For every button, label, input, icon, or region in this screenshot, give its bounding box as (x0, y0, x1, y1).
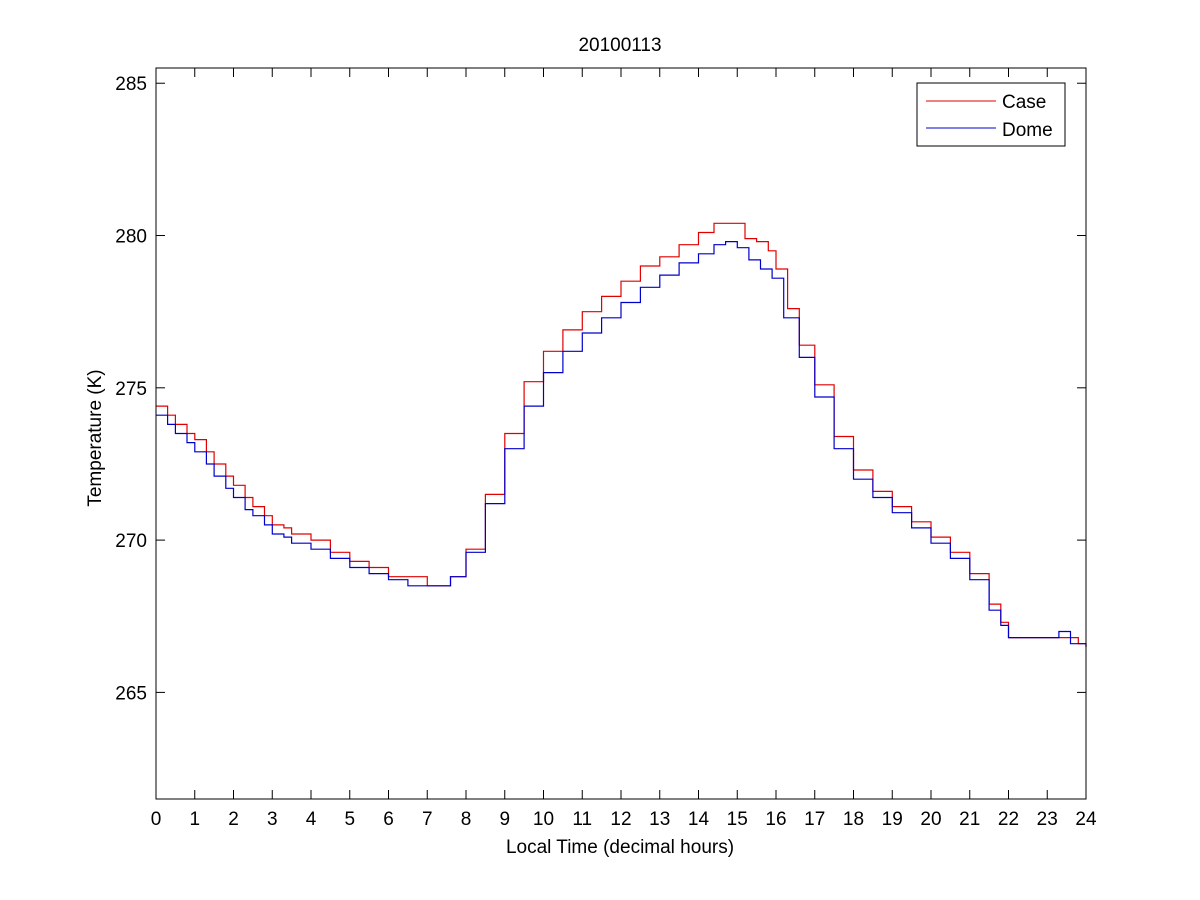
y-axis-label: Temperature (K) (85, 369, 106, 506)
x-tick-label: 16 (765, 809, 786, 830)
chart-title: 20100113 (578, 35, 661, 56)
legend-label-case: Case (1002, 92, 1046, 113)
plot-area-frame (155, 67, 1087, 800)
x-tick-label: 6 (383, 809, 394, 830)
y-tick-label: 275 (115, 379, 147, 400)
x-tick-label: 13 (649, 809, 670, 830)
x-tick-label: 0 (151, 809, 162, 830)
y-tick-label: 270 (115, 531, 147, 552)
series-line-dome (156, 241, 1087, 647)
series-layer (156, 222, 1087, 647)
x-axis-label: Local Time (decimal hours) (506, 837, 734, 858)
x-tick-label: 5 (344, 809, 355, 830)
x-tick-label: 14 (688, 809, 710, 830)
x-tick-label: 9 (499, 809, 510, 830)
x-tick-label: 10 (533, 809, 554, 830)
x-tick-label: 20 (920, 809, 941, 830)
y-tick-label: 265 (115, 683, 147, 704)
y-tick-label: 285 (115, 74, 147, 95)
x-tick-label: 8 (461, 809, 472, 830)
x-tick-label: 23 (1037, 809, 1058, 830)
x-tick-label: 2 (228, 809, 239, 830)
axis-ticks: 0 1 2 3 4 5 6 7 8 9 10 11 12 13 14 15 16 17 18 19 20 21 22 23 24… (115, 68, 1097, 830)
legend-label-dome: Dome (1002, 120, 1053, 141)
x-tick-label: 4 (306, 809, 317, 830)
x-tick-label: 24 (1075, 809, 1097, 830)
x-tick-label: 7 (422, 809, 433, 830)
x-tick-label: 1 (189, 809, 200, 830)
y-tick-label: 280 (115, 227, 147, 248)
x-tick-label: 3 (267, 809, 278, 830)
x-tick-label: 19 (882, 809, 903, 830)
x-tick-label: 18 (843, 809, 864, 830)
x-tick-label: 22 (998, 809, 1019, 830)
x-tick-label: 12 (610, 809, 631, 830)
x-tick-label: 15 (727, 809, 748, 830)
x-tick-label: 21 (959, 809, 980, 830)
x-tick-label: 17 (804, 809, 825, 830)
legend-box (916, 82, 1066, 147)
x-tick-label: 11 (572, 809, 592, 830)
legend: Case Dome (916, 82, 1066, 147)
